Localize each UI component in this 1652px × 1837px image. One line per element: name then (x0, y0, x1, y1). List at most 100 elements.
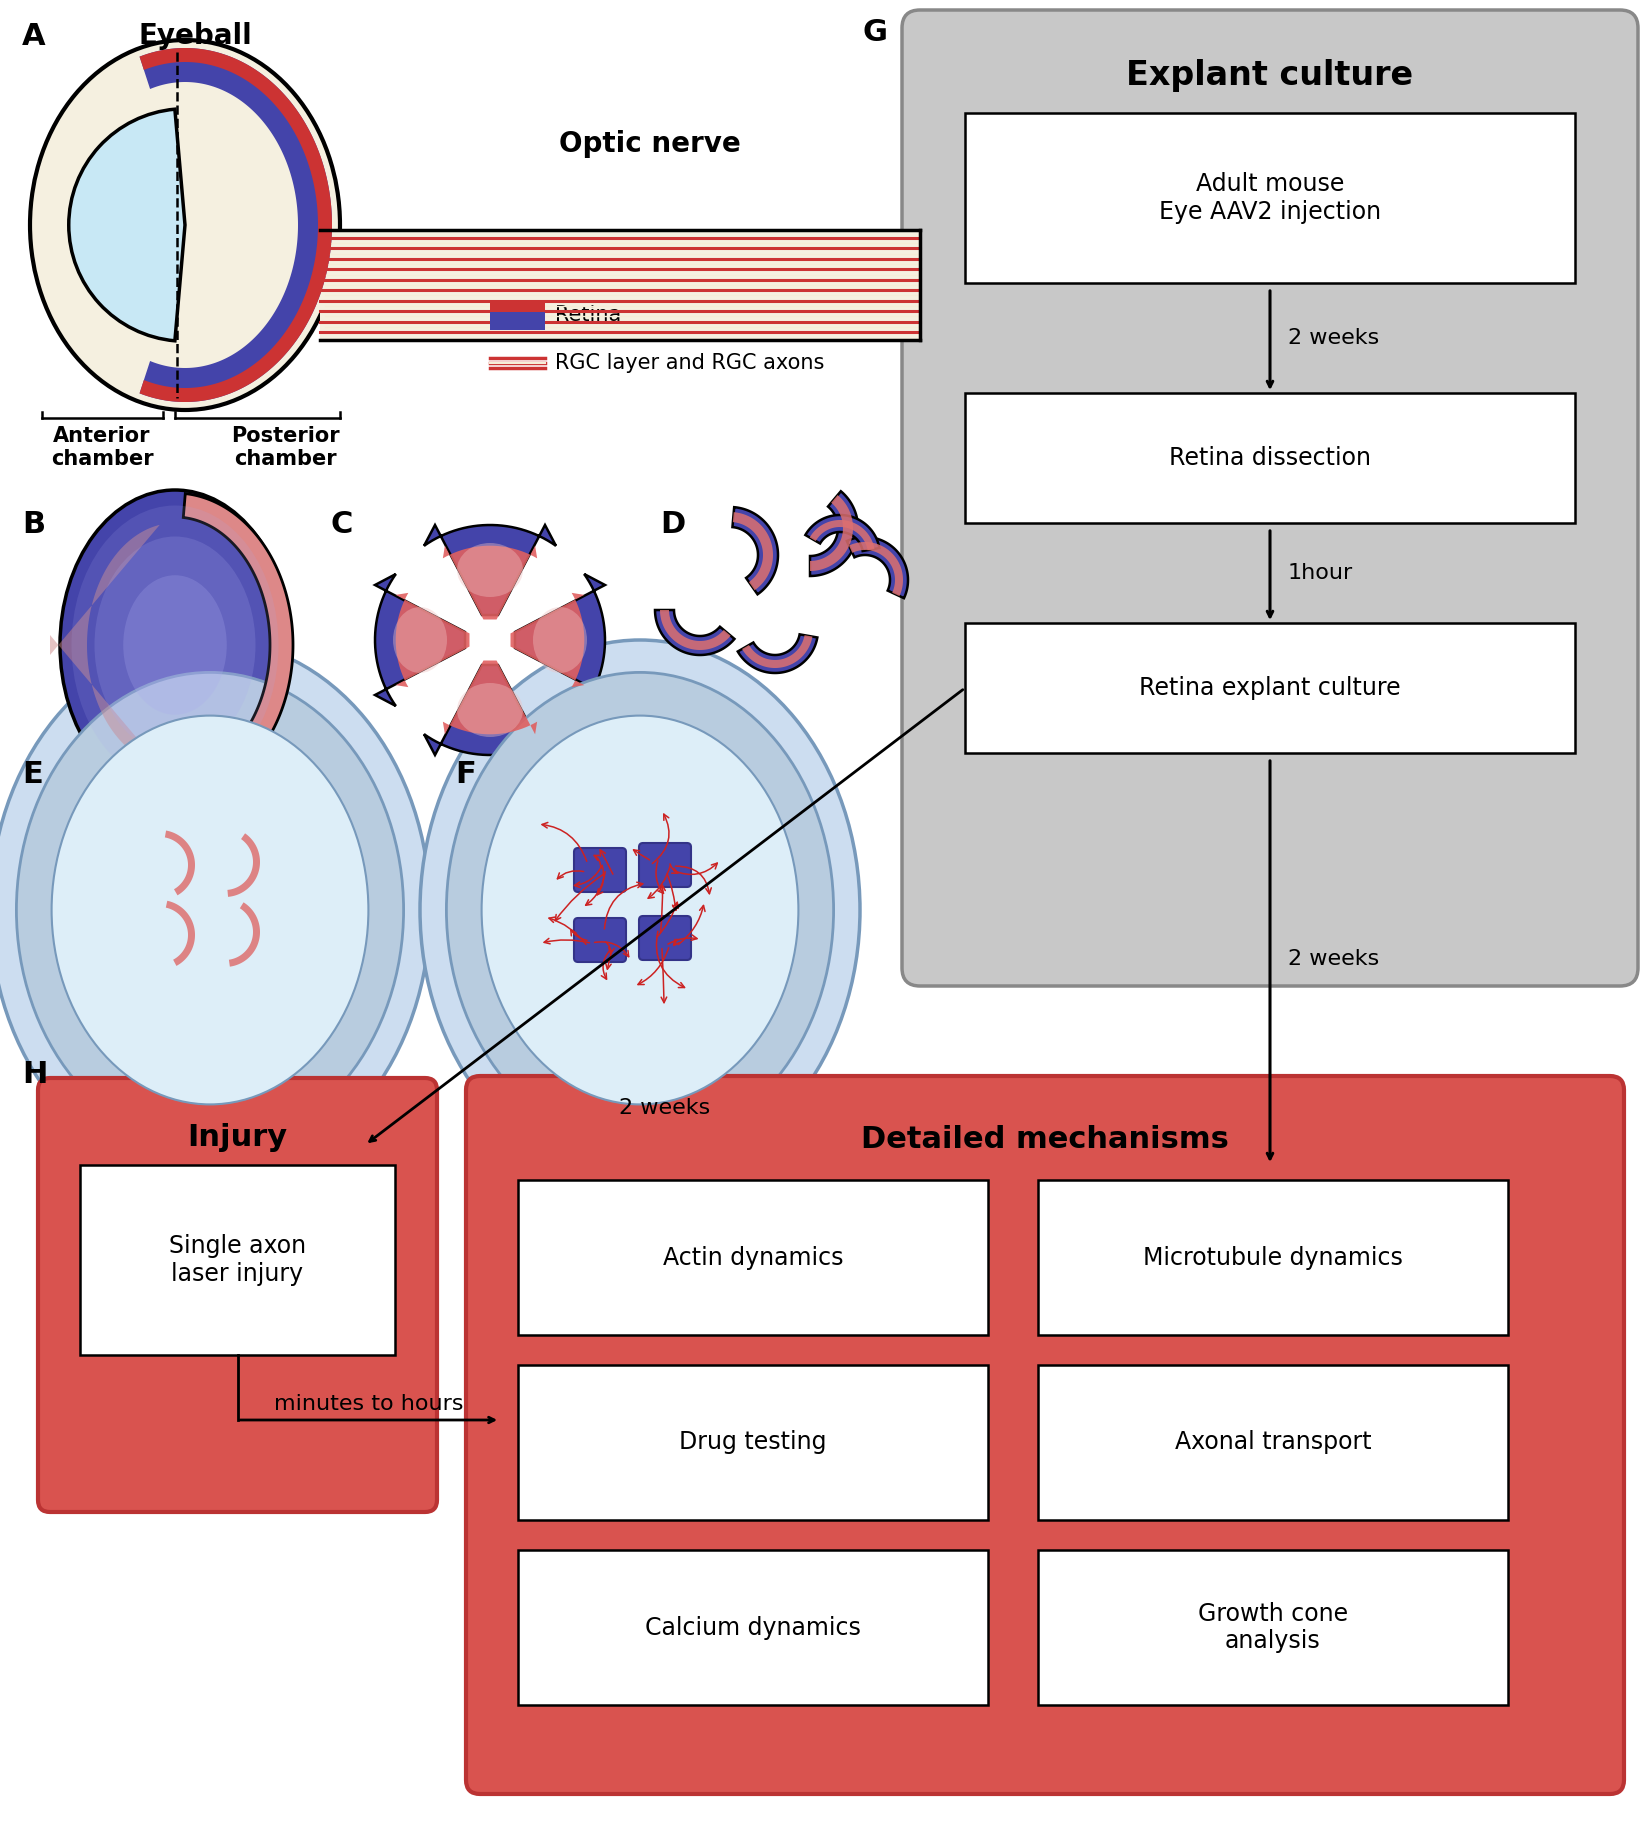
Polygon shape (809, 520, 874, 549)
Text: A: A (21, 22, 46, 51)
Polygon shape (183, 494, 292, 797)
Polygon shape (396, 593, 469, 687)
Text: Single axon
laser injury: Single axon laser injury (169, 1234, 306, 1286)
Ellipse shape (51, 716, 368, 1104)
FancyBboxPatch shape (79, 1165, 395, 1356)
FancyBboxPatch shape (1037, 1179, 1508, 1335)
Text: Growth cone
analysis: Growth cone analysis (1198, 1602, 1348, 1653)
Polygon shape (661, 610, 730, 650)
Text: 2 weeks: 2 weeks (1289, 950, 1379, 968)
Ellipse shape (30, 40, 340, 410)
Polygon shape (165, 896, 200, 970)
Ellipse shape (124, 575, 226, 715)
Text: Calcium dynamics: Calcium dynamics (644, 1615, 861, 1639)
Text: RGC layer and RGC axons: RGC layer and RGC axons (555, 353, 824, 373)
Polygon shape (849, 542, 904, 595)
Ellipse shape (94, 536, 256, 753)
FancyBboxPatch shape (639, 843, 691, 887)
Text: Axonal transport: Axonal transport (1175, 1431, 1371, 1455)
Polygon shape (139, 48, 332, 402)
FancyBboxPatch shape (573, 918, 626, 963)
Polygon shape (732, 507, 778, 595)
Ellipse shape (458, 544, 524, 597)
FancyBboxPatch shape (38, 1078, 438, 1512)
Polygon shape (847, 536, 909, 599)
Text: B: B (21, 511, 45, 538)
FancyBboxPatch shape (519, 1179, 988, 1335)
Bar (491, 299, 545, 331)
Polygon shape (425, 525, 557, 615)
Text: Injury: Injury (187, 1124, 287, 1152)
Polygon shape (654, 610, 735, 656)
Polygon shape (733, 513, 773, 590)
Polygon shape (443, 546, 537, 619)
Wedge shape (69, 108, 185, 342)
Text: C: C (330, 511, 352, 538)
FancyBboxPatch shape (965, 623, 1574, 753)
Polygon shape (742, 636, 813, 669)
FancyBboxPatch shape (1037, 1365, 1508, 1519)
Polygon shape (806, 514, 879, 551)
FancyBboxPatch shape (965, 114, 1574, 283)
Polygon shape (425, 665, 557, 755)
FancyBboxPatch shape (573, 849, 626, 893)
Text: 2 weeks: 2 weeks (1289, 329, 1379, 347)
Ellipse shape (0, 639, 430, 1179)
Bar (491, 299, 545, 312)
Text: minutes to hours: minutes to hours (274, 1394, 464, 1414)
Ellipse shape (458, 683, 524, 737)
Polygon shape (230, 902, 259, 966)
Polygon shape (165, 900, 195, 966)
Text: Posterior
chamber: Posterior chamber (231, 426, 339, 468)
FancyBboxPatch shape (1037, 1550, 1508, 1705)
Text: E: E (21, 761, 43, 790)
FancyBboxPatch shape (466, 1076, 1624, 1795)
Polygon shape (164, 825, 200, 900)
Text: Retina dissection: Retina dissection (1170, 446, 1371, 470)
Text: H: H (21, 1060, 48, 1089)
Text: Explant culture: Explant culture (1127, 59, 1414, 92)
Polygon shape (50, 525, 160, 766)
FancyBboxPatch shape (965, 393, 1574, 524)
Polygon shape (228, 834, 259, 896)
FancyBboxPatch shape (519, 1550, 988, 1705)
Ellipse shape (446, 672, 834, 1148)
Polygon shape (226, 828, 264, 902)
Text: Adult mouse
Eye AAV2 injection: Adult mouse Eye AAV2 injection (1160, 173, 1381, 224)
Text: G: G (862, 18, 887, 48)
Polygon shape (809, 494, 852, 571)
Bar (320, 230, 920, 340)
FancyBboxPatch shape (639, 917, 691, 961)
FancyBboxPatch shape (902, 9, 1639, 986)
Text: Retina: Retina (555, 305, 621, 325)
Polygon shape (375, 573, 464, 705)
Polygon shape (443, 661, 537, 735)
Ellipse shape (393, 606, 448, 672)
Text: D: D (661, 511, 686, 538)
Text: F: F (454, 761, 476, 790)
Text: 1hour: 1hour (1289, 562, 1353, 582)
Text: Microtubule dynamics: Microtubule dynamics (1143, 1245, 1403, 1269)
Text: Detailed mechanisms: Detailed mechanisms (861, 1126, 1229, 1154)
Text: Actin dynamics: Actin dynamics (662, 1245, 843, 1269)
Text: Drug testing: Drug testing (679, 1431, 826, 1455)
Ellipse shape (534, 606, 586, 672)
Ellipse shape (59, 490, 291, 799)
Text: Eyeball: Eyeball (139, 22, 251, 50)
FancyBboxPatch shape (519, 1365, 988, 1519)
Text: Retina explant culture: Retina explant culture (1140, 676, 1401, 700)
Ellipse shape (482, 716, 798, 1104)
Text: 2 weeks: 2 weeks (620, 1099, 710, 1119)
Polygon shape (510, 593, 585, 687)
Polygon shape (738, 634, 818, 672)
Ellipse shape (71, 505, 279, 784)
Polygon shape (515, 573, 605, 705)
Text: Anterior
chamber: Anterior chamber (51, 426, 154, 468)
Polygon shape (809, 490, 857, 577)
Text: Optic nerve: Optic nerve (558, 130, 740, 158)
Polygon shape (165, 830, 195, 895)
Ellipse shape (17, 672, 403, 1148)
Polygon shape (228, 898, 264, 972)
Polygon shape (139, 48, 332, 402)
Ellipse shape (420, 639, 861, 1179)
